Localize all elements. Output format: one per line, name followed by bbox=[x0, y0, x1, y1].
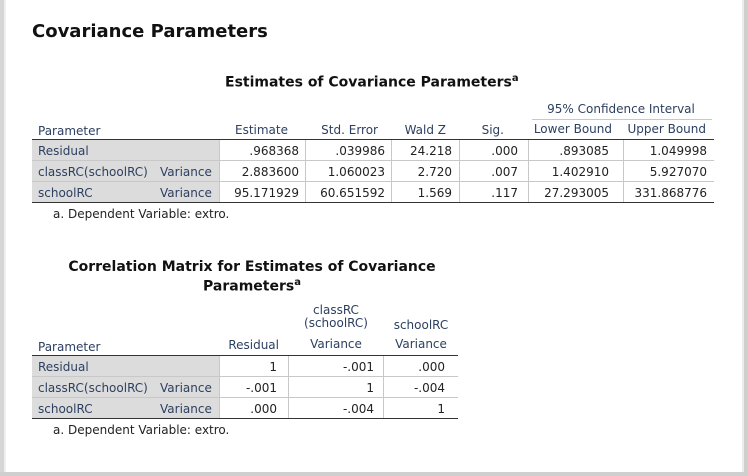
correlation-table-title: Correlation Matrix for Estimates of Cova… bbox=[60, 259, 444, 295]
estimates-title-text: Estimates of Covariance Parameters bbox=[225, 74, 512, 91]
row-label-param: schoolRC bbox=[38, 402, 93, 416]
cell-estimate: .968368 bbox=[249, 144, 299, 158]
row-label-type: Variance bbox=[160, 402, 212, 416]
estimates-footnote: a. Dependent Variable: extro. bbox=[53, 207, 230, 221]
col-header-classrc-line1: classRC bbox=[313, 303, 359, 317]
vgrid bbox=[383, 356, 384, 418]
row-label-param: classRC(schoolRC) bbox=[38, 381, 148, 395]
row-label-param: Residual bbox=[38, 360, 89, 374]
col-header-classrc-variance: Variance bbox=[310, 337, 362, 351]
row-rule bbox=[32, 376, 458, 377]
vgrid bbox=[459, 140, 460, 202]
vgrid bbox=[391, 140, 392, 202]
cell-wald-z: 2.720 bbox=[417, 165, 452, 179]
col-header-parameter: Parameter bbox=[38, 340, 101, 354]
correlation-title-line1: Correlation Matrix for Estimates of Cova… bbox=[68, 259, 436, 275]
col-header-lower-bound: Lower Bound bbox=[533, 122, 612, 136]
vgrid bbox=[219, 356, 220, 418]
correlation-bottom-rule bbox=[32, 418, 458, 419]
col-header-parameter: Parameter bbox=[38, 124, 101, 138]
cell-upper-bound: 1.049998 bbox=[649, 144, 707, 158]
window-border-right bbox=[744, 0, 748, 476]
cell-lower-bound: 27.293005 bbox=[544, 186, 609, 200]
cell-classrc: -.001 bbox=[342, 360, 374, 374]
cell-schoolrc: 1 bbox=[437, 402, 445, 416]
cell-schoolrc: -.004 bbox=[413, 381, 445, 395]
estimates-title-superscript: a bbox=[511, 73, 519, 84]
row-label-param: schoolRC bbox=[38, 186, 93, 200]
ci-header-rule bbox=[532, 119, 712, 120]
window-border-bottom bbox=[0, 472, 748, 476]
cell-residual: -.001 bbox=[245, 381, 277, 395]
cell-sig: .117 bbox=[491, 186, 518, 200]
col-header-residual: Residual bbox=[228, 338, 279, 352]
window-border-left bbox=[0, 0, 4, 476]
row-label-param: classRC(schoolRC) bbox=[38, 165, 148, 179]
cell-std-error: .039986 bbox=[335, 144, 385, 158]
window-border-right-inner bbox=[742, 0, 744, 476]
cell-schoolrc: .000 bbox=[418, 360, 445, 374]
cell-lower-bound: .893085 bbox=[559, 144, 609, 158]
row-rule bbox=[32, 160, 714, 161]
cell-wald-z: 24.218 bbox=[410, 144, 452, 158]
section-heading: Covariance Parameters bbox=[32, 21, 268, 42]
estimates-bottom-rule bbox=[32, 202, 714, 203]
ci-header: 95% Confidence Interval bbox=[547, 102, 695, 116]
estimates-row-label-shade bbox=[32, 140, 219, 202]
cell-lower-bound: 1.402910 bbox=[551, 165, 609, 179]
row-label-param: Residual bbox=[38, 144, 89, 158]
cell-upper-bound: 5.927070 bbox=[649, 165, 707, 179]
estimates-header-rule bbox=[32, 139, 714, 140]
correlation-row-label-shade bbox=[32, 356, 219, 418]
col-header-schoolrc-variance: Variance bbox=[395, 337, 447, 351]
correlation-footnote: a. Dependent Variable: extro. bbox=[53, 423, 230, 437]
col-header-wald-z: Wald Z bbox=[404, 123, 446, 137]
cell-classrc: -.004 bbox=[342, 402, 374, 416]
cell-sig: .007 bbox=[491, 165, 518, 179]
cell-std-error: 1.060023 bbox=[327, 165, 385, 179]
row-rule bbox=[32, 397, 458, 398]
cell-residual: .000 bbox=[250, 402, 277, 416]
col-header-classrc: classRC (schoolRC) bbox=[300, 304, 372, 330]
cell-estimate: 95.171929 bbox=[234, 186, 299, 200]
row-label-type: Variance bbox=[160, 186, 212, 200]
cell-std-error: 60.651592 bbox=[320, 186, 385, 200]
vgrid bbox=[623, 140, 624, 202]
correlation-header-rule bbox=[32, 355, 458, 356]
cell-estimate: 2.883600 bbox=[241, 165, 299, 179]
cell-wald-z: 1.569 bbox=[417, 186, 452, 200]
cell-upper-bound: 331.868776 bbox=[634, 186, 707, 200]
vgrid bbox=[288, 356, 289, 418]
col-header-std-error: Std. Error bbox=[321, 123, 378, 137]
cell-sig: .000 bbox=[491, 144, 518, 158]
col-header-schoolrc: schoolRC bbox=[393, 318, 449, 332]
correlation-title-line2: Parameters bbox=[203, 278, 295, 295]
vgrid bbox=[305, 140, 306, 202]
col-header-estimate: Estimate bbox=[234, 123, 288, 137]
col-header-classrc-line2: (schoolRC) bbox=[304, 316, 368, 330]
col-header-upper-bound: Upper Bound bbox=[627, 122, 706, 136]
vgrid bbox=[528, 140, 529, 202]
row-rule bbox=[32, 181, 714, 182]
correlation-title-line2-wrap: Parametersa bbox=[60, 275, 444, 295]
vgrid bbox=[219, 140, 220, 202]
window-border-left-inner bbox=[4, 0, 6, 476]
correlation-title-superscript: a bbox=[294, 277, 301, 288]
cell-classrc: 1 bbox=[366, 381, 374, 395]
row-label-type: Variance bbox=[160, 381, 212, 395]
row-label-type: Variance bbox=[160, 165, 212, 179]
col-header-sig: Sig. bbox=[481, 123, 504, 137]
cell-residual: 1 bbox=[269, 360, 277, 374]
estimates-table-title: Estimates of Covariance Parametersa bbox=[225, 73, 519, 91]
